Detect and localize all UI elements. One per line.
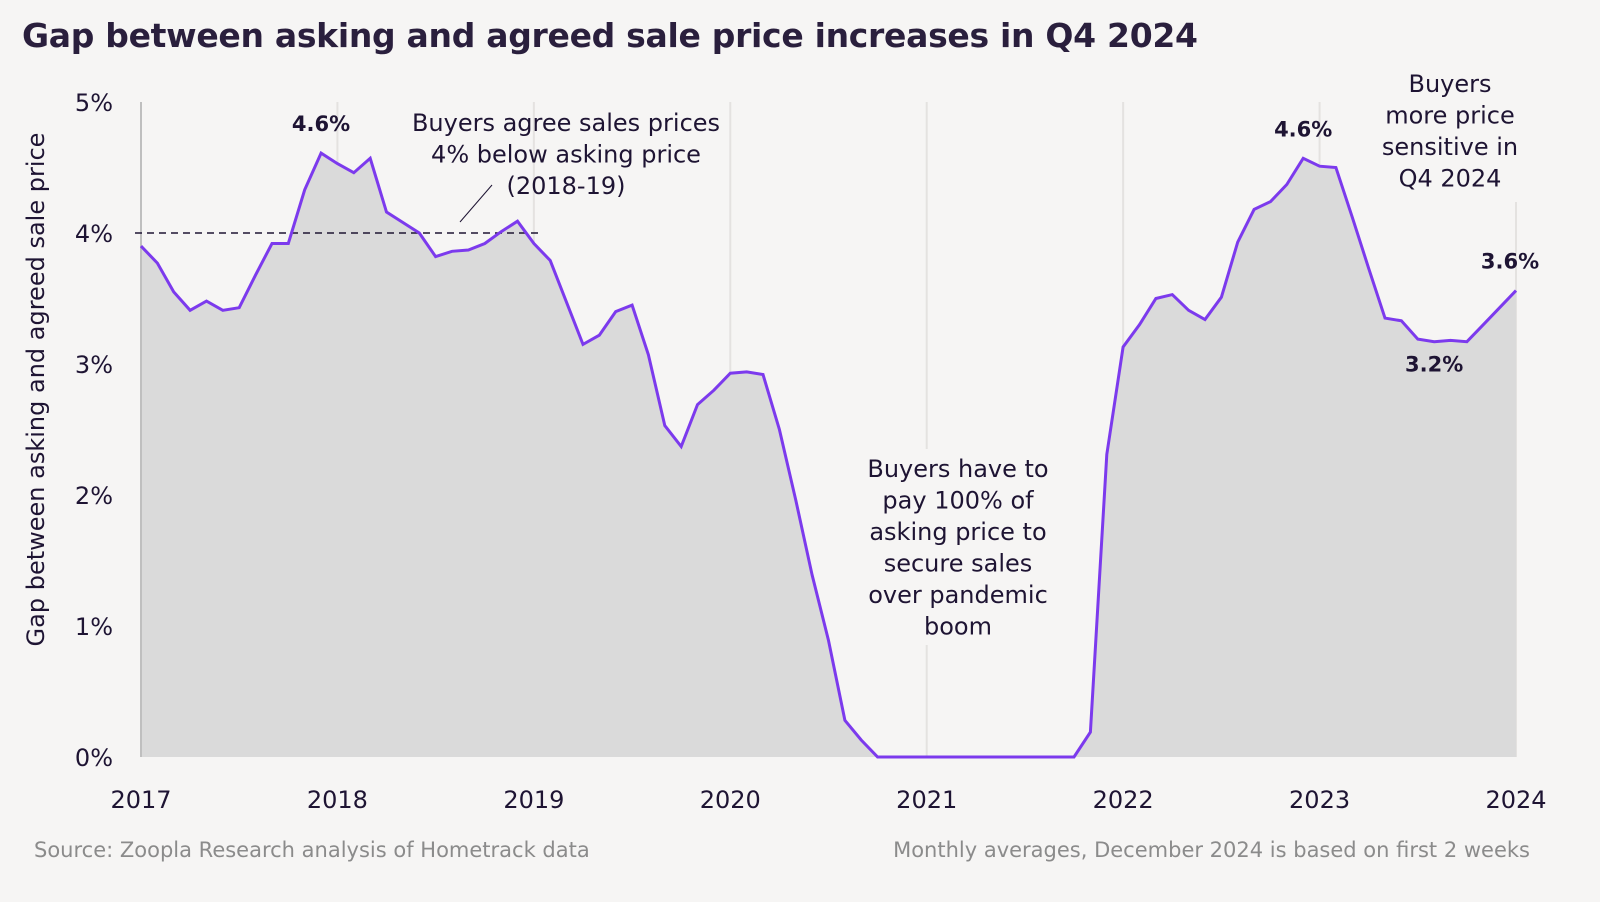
- y-tick-label: 1%: [75, 613, 113, 641]
- annotation-line: asking price to: [869, 518, 1046, 546]
- annotation-line: Buyers have to: [867, 455, 1048, 483]
- x-tick-label: 2021: [896, 786, 957, 814]
- y-axis-label: Gap between asking and agreed sale price: [22, 133, 50, 647]
- x-tick-label: 2022: [1093, 786, 1154, 814]
- x-tick-label: 2023: [1289, 786, 1350, 814]
- x-ticks: 2017 2018 2019 2020 2021 2022 2023 2024: [110, 786, 1546, 814]
- annotation-line: Buyers: [1408, 70, 1491, 98]
- x-tick-label: 2017: [110, 786, 171, 814]
- annotation: Buyers more price sensitive in Q4 2024: [1382, 70, 1518, 193]
- area-fill: [141, 153, 1516, 758]
- y-tick-label: 2%: [75, 482, 113, 510]
- annotation: Buyers agree sales prices 4% below asking…: [412, 109, 720, 223]
- y-ticks: 0% 1% 2% 3% 4% 5%: [75, 89, 113, 772]
- annotation-background: [853, 449, 1063, 645]
- annotation-line: Q4 2024: [1399, 165, 1502, 193]
- annotation-line: boom: [924, 613, 992, 641]
- annotation: Buyers have to pay 100% of asking price to…: [853, 449, 1063, 645]
- annotation-line: 4% below asking price: [431, 141, 701, 169]
- annotation-line: pay 100% of: [882, 487, 1034, 515]
- series-line: [139, 150, 1518, 759]
- annotation-line: Buyers agree sales prices: [412, 109, 720, 137]
- annotation-leader-line: [459, 184, 493, 223]
- y-tick-label: 5%: [75, 89, 113, 117]
- y-tick-label: 0%: [75, 744, 113, 772]
- x-tick-label: 2024: [1485, 786, 1546, 814]
- annotations: Buyers agree sales prices 4% below asking…: [412, 70, 1518, 645]
- source-note: Source: Zoopla Research analysis of Home…: [34, 838, 590, 862]
- data-label: 4.6%: [292, 112, 350, 136]
- x-tick-label: 2020: [700, 786, 761, 814]
- annotation-line: over pandemic: [868, 581, 1048, 609]
- y-tick-label: 3%: [75, 351, 113, 379]
- annotation-line: secure sales: [884, 550, 1033, 578]
- data-label: 3.2%: [1405, 353, 1463, 377]
- annotation-line: sensitive in: [1382, 133, 1518, 161]
- x-tick-label: 2019: [503, 786, 564, 814]
- data-labels: 4.6% 4.6% 3.2% 3.6%: [292, 112, 1539, 377]
- methodology-note: Monthly averages, December 2024 is based…: [893, 838, 1530, 862]
- data-label: 4.6%: [1274, 117, 1332, 141]
- y-tick-label: 4%: [75, 220, 113, 248]
- data-label: 3.6%: [1481, 250, 1539, 274]
- chart-title: Gap between asking and agreed sale price…: [22, 16, 1198, 55]
- annotation-line: more price: [1385, 102, 1515, 130]
- x-tick-label: 2018: [307, 786, 368, 814]
- annotation-line: (2018-19): [506, 172, 625, 200]
